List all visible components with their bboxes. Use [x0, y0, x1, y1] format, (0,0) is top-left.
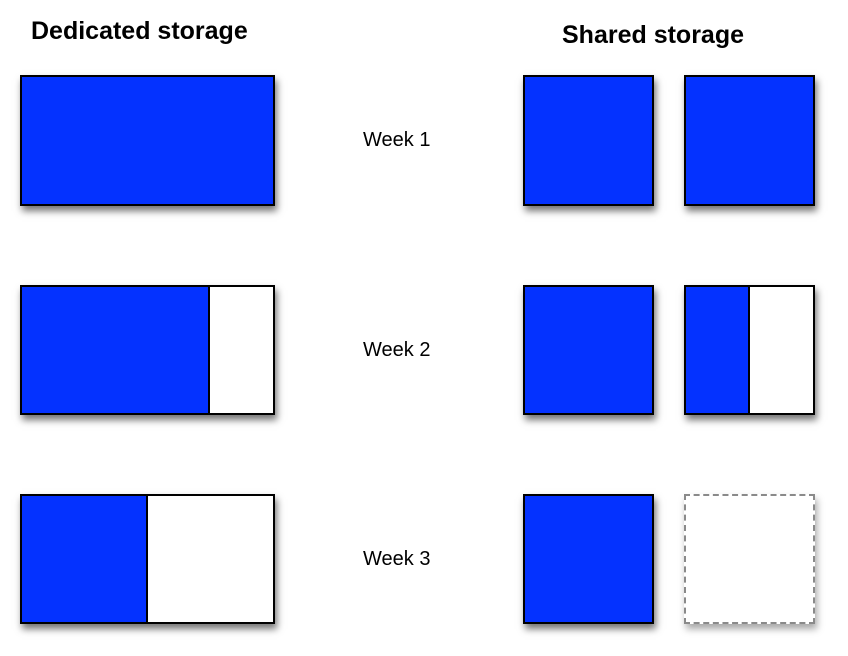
week-2-label: Week 2 — [363, 339, 431, 361]
dedicated-fill-week-3 — [22, 496, 148, 622]
shared-storage-heading: Shared storage — [562, 21, 745, 49]
week-3-label: Week 3 — [363, 548, 431, 570]
shared-box-week-2-a — [523, 285, 654, 415]
dedicated-fill-week-1 — [22, 77, 273, 204]
shared-box-week-2-b — [684, 285, 815, 415]
shared-fill-week-3-a — [525, 496, 652, 622]
week-1-label: Week 1 — [363, 129, 431, 151]
shared-box-week-3-b-released — [684, 494, 815, 624]
shared-box-week-3-a — [523, 494, 654, 624]
dedicated-box-week-3 — [20, 494, 275, 624]
dedicated-box-week-2 — [20, 285, 275, 415]
dedicated-fill-week-2 — [22, 287, 211, 413]
shared-fill-week-2-b — [686, 287, 750, 413]
shared-fill-week-1-a — [525, 77, 652, 204]
dedicated-storage-heading: Dedicated storage — [31, 17, 248, 45]
shared-fill-week-2-a — [525, 287, 652, 413]
shared-fill-week-1-b — [686, 77, 813, 204]
shared-box-week-1-a — [523, 75, 654, 206]
shared-box-week-1-b — [684, 75, 815, 206]
dedicated-box-week-1 — [20, 75, 275, 206]
